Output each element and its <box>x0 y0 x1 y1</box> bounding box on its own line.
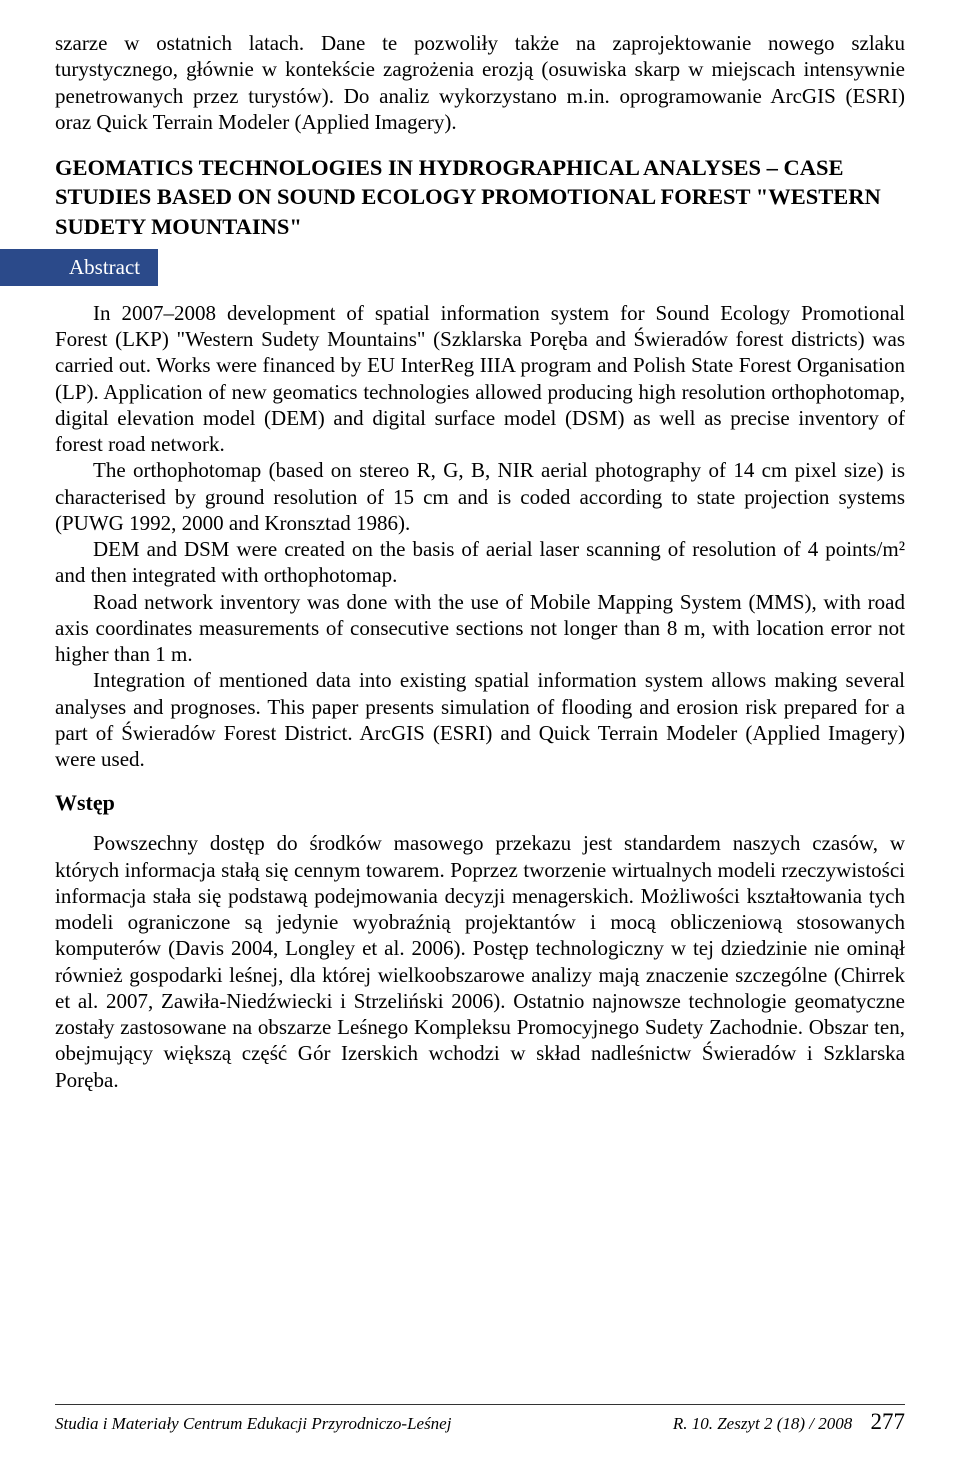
page-footer: Studia i Materiały Centrum Edukacji Przy… <box>55 1404 905 1435</box>
footer-issue: R. 10. Zeszyt 2 (18) / 2008 277 <box>673 1409 905 1435</box>
page-number: 277 <box>871 1409 906 1434</box>
footer-issue-text: R. 10. Zeszyt 2 (18) / 2008 <box>673 1414 852 1433</box>
abstract-p5: Integration of mentioned data into exist… <box>55 667 905 772</box>
abstract-label: Abstract <box>0 249 158 286</box>
abstract-p4: Road network inventory was done with the… <box>55 589 905 668</box>
subsection-wstep: Wstęp <box>55 790 905 816</box>
wstep-paragraph: Powszechny dostęp do środków masowego pr… <box>55 830 905 1093</box>
intro-paragraph: szarze w ostatnich latach. Dane te pozwo… <box>55 30 905 135</box>
abstract-p3: DEM and DSM were created on the basis of… <box>55 536 905 589</box>
section-title: GEOMATICS TECHNOLOGIES IN HYDROGRAPHICAL… <box>55 153 905 241</box>
footer-journal: Studia i Materiały Centrum Edukacji Przy… <box>55 1414 451 1434</box>
abstract-p2: The orthophotomap (based on stereo R, G,… <box>55 457 905 536</box>
abstract-p1: In 2007–2008 development of spatial info… <box>55 300 905 458</box>
